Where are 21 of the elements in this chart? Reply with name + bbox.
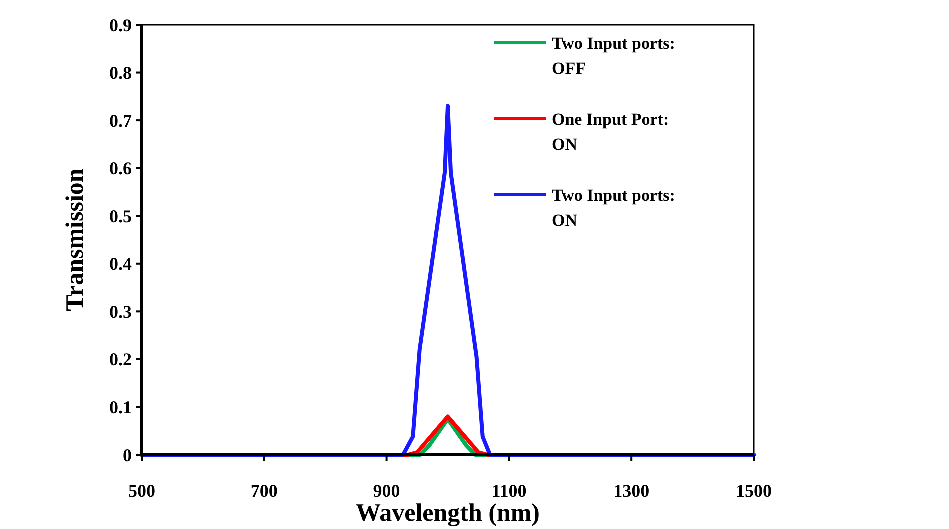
y-axis-title: Transmission — [62, 168, 89, 312]
x-tick-label: 1300 — [614, 481, 650, 501]
y-tick-label: 0.6 — [110, 158, 132, 179]
y-tick-label: 0.1 — [110, 398, 132, 418]
y-tick-label: 0.8 — [110, 63, 132, 84]
y-tick-label: 0.4 — [110, 254, 132, 274]
y-tick-label: 0 — [123, 445, 132, 466]
y-tick-label: 0.3 — [110, 302, 132, 322]
x-tick-label: 1100 — [492, 481, 527, 501]
x-tick-label: 900 — [373, 481, 400, 501]
x-axis-title: Wavelength (nm) — [356, 500, 540, 527]
y-tick-label: 0.5 — [110, 206, 132, 226]
y-tick-label: 0.7 — [110, 110, 132, 131]
x-tick-label: 1500 — [736, 481, 772, 501]
y-tick-label: 0.9 — [110, 15, 132, 36]
y-tick-label: 0.2 — [110, 350, 132, 370]
legend-label: One Input Port: ON — [552, 110, 670, 154]
legend-label: Two Input ports: ON — [552, 186, 676, 230]
x-tick-label: 700 — [250, 481, 278, 501]
legend-label: Two Input ports: OFF — [552, 34, 676, 78]
x-tick-label: 500 — [128, 481, 156, 501]
